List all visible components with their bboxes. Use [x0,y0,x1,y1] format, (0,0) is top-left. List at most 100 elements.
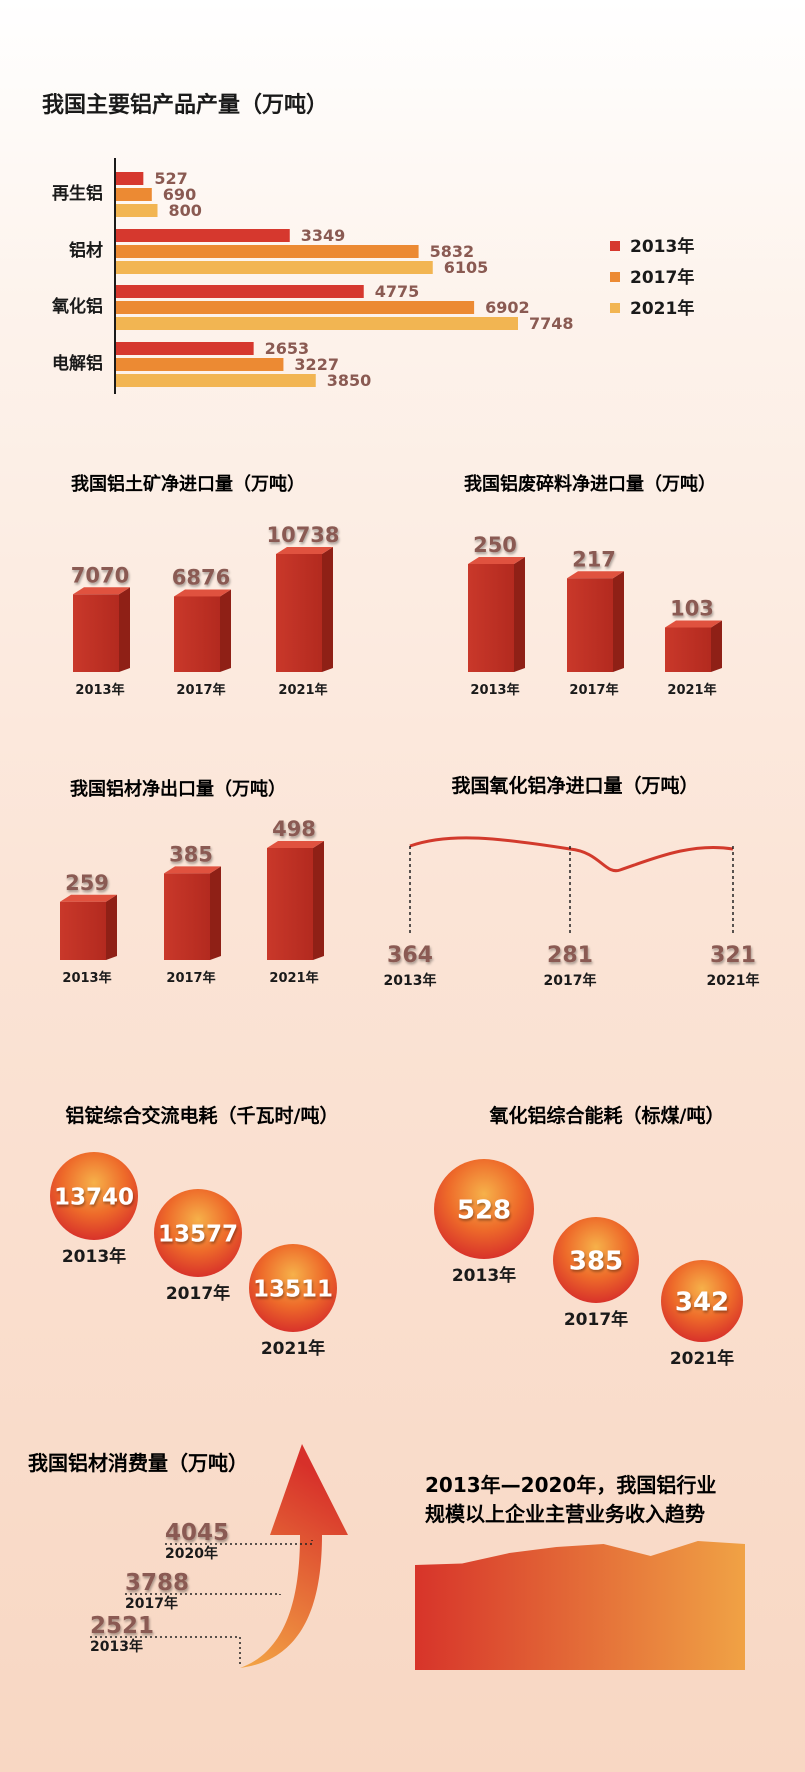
leader-line [125,1593,281,1595]
value-circle [553,1217,639,1303]
bar [116,188,152,201]
chart-title: 我国铝材净出口量（万吨） [70,778,286,800]
year-label: 2021年 [261,1338,325,1359]
x-tick-label: 2017年 [544,972,597,989]
data-label: 527 [154,169,187,188]
bar [116,374,316,387]
legend-swatch [610,241,620,251]
data-label: 2521 [90,1613,154,1639]
x-tick-label: 2017年 [176,682,225,698]
bar [60,901,106,960]
bar [116,358,284,371]
category-label: 再生铝 [52,183,103,204]
value-circle [249,1244,337,1332]
category-label: 电解铝 [52,353,103,374]
data-label: 217 [572,547,616,571]
x-tick-label: 2013年 [62,970,111,986]
bar [164,873,210,960]
bar-side [711,620,722,672]
data-label: 385 [169,842,213,866]
data-label: 5832 [430,242,475,261]
data-label: 385 [569,1246,623,1276]
data-label: 800 [169,201,202,220]
chart-title-line-2: 规模以上企业主营业务收入趋势 [425,1502,705,1526]
bar [174,596,220,672]
data-label: 13511 [253,1276,333,1302]
bar [73,594,119,672]
bar [468,564,514,672]
legend-label: 2013年 [630,236,694,257]
value-circle [434,1159,534,1259]
legend-swatch [610,272,620,282]
power-consumption-chart: 13740 2013年 13577 2017年 13511 2021年 [50,1152,337,1359]
energy-consumption-chart: 528 2013年 385 2017年 342 2021年 [434,1159,743,1369]
growth-arrow [240,1444,348,1668]
export-bar-chart: 259 2013年 385 2017年 498 2021年 [60,817,324,986]
bar-side [313,841,324,960]
bar-top [267,841,324,848]
x-tick-label: 2017年 [166,970,215,986]
bar [276,554,322,672]
x-tick-label: 2013年 [75,682,124,698]
bar-top [665,620,722,628]
bar [116,261,433,274]
chart-title: 我国铝废碎料净进口量（万吨） [464,473,716,495]
bar [665,627,711,672]
bar-top [276,547,333,554]
year-label: 2017年 [166,1283,230,1304]
data-label: 13740 [54,1184,134,1210]
data-label: 3227 [294,355,339,374]
data-label: 690 [163,185,196,204]
leader-line [165,1540,313,1545]
data-label: 364 [387,943,433,968]
category-label: 氧化铝 [51,296,103,317]
value-circle [154,1189,242,1277]
x-tick-label: 2017年 [569,682,618,698]
bar-top [174,589,231,597]
bar [116,317,518,330]
data-label: 259 [65,871,109,895]
bar-side [220,589,231,672]
year-label: 2013年 [90,1638,143,1655]
bar [116,245,419,258]
data-label: 342 [675,1287,729,1317]
bar-top [60,894,117,902]
data-label: 2653 [265,339,310,358]
data-label: 498 [272,817,316,841]
bauxite-bar-chart: 7070 2013年 6876 2017年 10738 2021年 [71,523,340,698]
legend-label: 2021年 [630,298,694,319]
bar-side [322,547,333,672]
data-label: 10738 [266,523,339,547]
value-circle [50,1152,138,1240]
data-label: 7070 [71,563,129,587]
x-tick-label: 2013年 [384,972,437,989]
bar-side [119,587,130,672]
chart-title: 氧化铝综合能耗（标煤/吨） [490,1104,725,1127]
year-label: 2013年 [452,1265,516,1286]
data-label: 321 [710,943,756,968]
bar [116,172,144,185]
data-label: 4045 [165,1520,229,1546]
chart-title: 铝锭综合交流电耗（千瓦时/吨） [66,1104,339,1127]
bar-top [567,571,624,579]
value-circle [661,1260,743,1342]
chart-title: 我国铝材消费量（万吨） [28,1451,248,1475]
chart-title: 我国主要铝产品产量（万吨） [42,92,328,118]
chart-title-line-1: 2013年—2020年，我国铝行业 [425,1473,716,1497]
bar-side [106,894,117,960]
data-label: 528 [457,1195,511,1225]
bar [116,229,290,242]
data-label: 6105 [444,258,489,277]
data-label: 103 [670,597,714,621]
bar-side [613,571,624,672]
data-label: 250 [473,533,517,557]
bar-top [164,866,221,874]
bar [267,848,313,960]
leader-line [90,1636,241,1666]
x-tick-label: 2013年 [470,682,519,698]
year-label: 2017年 [125,1595,178,1612]
alumina-line-chart: 364 2013年 281 2017年 321 2021年 [384,836,759,989]
